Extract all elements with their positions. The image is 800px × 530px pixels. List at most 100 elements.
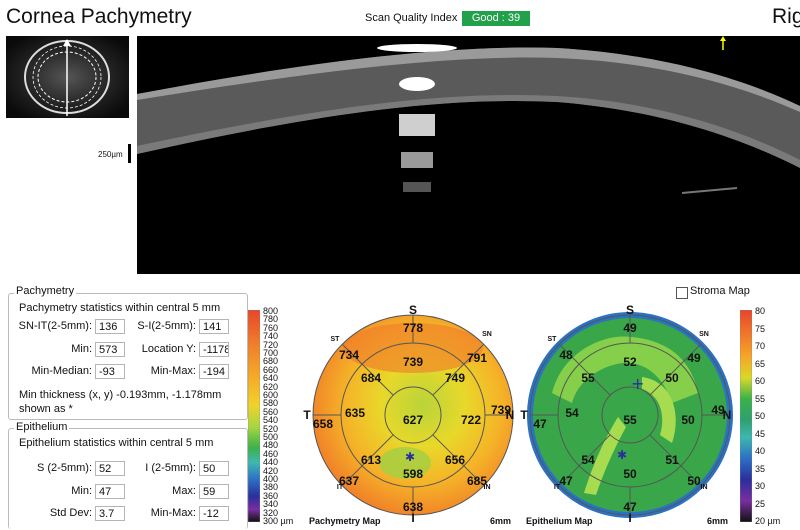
- epi_map-value-inner-in: 51: [665, 453, 679, 467]
- epithelium-scale-tick: 80: [755, 306, 766, 316]
- pachymetry-scale-tick: 620: [263, 381, 279, 392]
- pachy-sn-it-field[interactable]: 136: [95, 319, 125, 334]
- pachy-min-thickness-note: Min thickness (x, y) -0.193mm, -1.178mm: [19, 389, 222, 401]
- pachy-min-field[interactable]: 573: [95, 342, 125, 357]
- scan-quality-badge: Good : 39: [462, 11, 530, 26]
- pachy-location-y-field[interactable]: -1178: [199, 342, 229, 357]
- pachymetry-color-scale: [248, 310, 260, 522]
- min-epithelium-marker: ✱: [617, 448, 627, 462]
- pachymetry-scale-tick: 480: [263, 440, 279, 451]
- pachymetry-scale-tick: 420: [263, 465, 279, 476]
- max-thickness-marker: +: [631, 374, 644, 393]
- epi-s-field[interactable]: 52: [95, 461, 125, 476]
- pachy_map-value-inner-t: 635: [344, 406, 366, 420]
- epithelium-scale-tick: 70: [755, 341, 766, 351]
- pachy_map-title: Pachymetry Map: [309, 516, 381, 526]
- epi-min-max-field[interactable]: -12: [199, 506, 229, 521]
- pachy-s-i-field[interactable]: 141: [199, 319, 229, 334]
- pachy-min-max-label: Min-Max:: [150, 365, 196, 377]
- epithelium-scale-tick: 65: [755, 358, 766, 369]
- pachymetry-scale-tick: 560: [263, 406, 279, 417]
- pachy_map-value-outer-in: 685: [466, 474, 488, 488]
- pachymetry-scale-tick: 440: [263, 457, 279, 468]
- pachymetry-scale-tick: 680: [263, 356, 279, 367]
- epithelium-scale-tick: 20 µm: [755, 516, 781, 526]
- pachymetry-scale-tick: 340: [263, 499, 279, 510]
- pachymetry-scale-tick: 700: [263, 348, 279, 358]
- epi_map-value-inner-n: 50: [681, 413, 695, 427]
- epithelium-scale-tick: 60: [755, 376, 766, 386]
- epi-s-label: S (2-5mm):: [37, 462, 92, 474]
- epithelium-map[interactable]: + ✱: [522, 303, 737, 530]
- pachymetry-scale-tick: 740: [263, 331, 279, 342]
- pachy_map-value-outer-st: 734: [338, 348, 360, 362]
- pachy-min-max-field[interactable]: -194: [199, 364, 229, 379]
- epi-min-max-label: Min-Max:: [150, 507, 196, 519]
- epi-min-field[interactable]: 47: [95, 484, 125, 499]
- oct-bscan-image[interactable]: [137, 36, 800, 274]
- pachy_map-value-outer-s: 778: [402, 321, 424, 335]
- epi-i-label: I (2-5mm):: [145, 462, 196, 474]
- epithelium-scale-tick: 30: [755, 481, 766, 491]
- epi_map-orientation-i: I: [628, 511, 632, 525]
- eye-thumbnail[interactable]: [6, 36, 129, 118]
- epi-max-field[interactable]: 59: [199, 484, 229, 499]
- pachymetry-scale-tick: 760: [263, 322, 279, 333]
- pachy_map-value-inner-n: 722: [460, 413, 482, 427]
- epi_map-value-outer-t: 47: [533, 417, 547, 431]
- pachymetry-scale-tick: 660: [263, 364, 279, 375]
- epi-std-dev-label: Std Dev:: [49, 507, 92, 519]
- pachymetry-scale-tick: 580: [263, 398, 279, 409]
- pachy_map-value-outer-t: 658: [312, 417, 334, 431]
- pachymetry-map[interactable]: ✱: [305, 303, 520, 530]
- epi_map-orientation-in: IN: [700, 484, 708, 491]
- epi_map-size: 6mm: [707, 516, 729, 526]
- pachy_map-size: 6mm: [490, 516, 512, 526]
- pachymetry-scale-tick: 800: [263, 306, 279, 316]
- pachy_map-orientation-s: S: [408, 303, 417, 317]
- pachy_map-orientation-t: T: [303, 408, 311, 422]
- epi_map-value-outer-in: 50: [687, 474, 701, 488]
- pachymetry-panel: [8, 293, 248, 420]
- epi_map-value-inner-t: 54: [565, 406, 579, 420]
- pachy-min-median-field[interactable]: -93: [95, 364, 125, 379]
- epithelium-section-title: Epithelium: [14, 421, 70, 433]
- epi-std-dev-field[interactable]: 3.7: [95, 506, 125, 521]
- pachy_map-value-inner-it: 613: [360, 453, 382, 467]
- right-eye-title: Rig: [772, 5, 800, 28]
- pachymetry-scale-tick: 500: [263, 432, 279, 442]
- pachy_map-value-inner-in: 656: [444, 453, 466, 467]
- epithelium-scale-tick: 35: [755, 463, 766, 474]
- epi_map-value-outer-i: 47: [623, 500, 637, 514]
- pachy_map-value-outer-sn: 791: [466, 351, 488, 365]
- epi_map-orientation-t: T: [520, 408, 528, 422]
- pachy-s-i-label: S-I(2-5mm):: [137, 320, 196, 332]
- oct-scale-bar: [128, 144, 131, 163]
- pachymetry-scale-tick: 300 µm: [263, 516, 294, 526]
- epi_map-value-inner-sn: 50: [665, 371, 679, 385]
- epithelium-scale-tick: 50: [755, 411, 766, 421]
- epithelium-panel: [8, 428, 248, 529]
- pachy_map-value-inner-st: 684: [360, 371, 382, 385]
- stroma-map-checkbox[interactable]: [676, 287, 688, 299]
- epi_map-value-inner-it: 54: [581, 453, 595, 467]
- epi-i-field[interactable]: 50: [199, 461, 229, 476]
- stroma-map-label: Stroma Map: [690, 285, 750, 297]
- min-thickness-marker: ✱: [405, 450, 415, 464]
- pachy_map-value-outer-i: 638: [402, 500, 424, 514]
- pachymetry-scale-tick: 640: [263, 373, 279, 384]
- pachymetry-scale-tick: 780: [263, 314, 279, 325]
- pachymetry-scale-tick: 460: [263, 448, 279, 459]
- epi_map-orientation-n: N: [722, 408, 732, 422]
- pachy_map-orientation-in: IN: [483, 484, 491, 491]
- pachymetry-scale-tick: 380: [263, 482, 279, 493]
- oct-scale-label: 250µm: [98, 150, 123, 159]
- pachy-min-thickness-note-2: shown as *: [19, 403, 73, 415]
- epi_map-title: Epithelium Map: [526, 516, 593, 526]
- pachy_map-value-outer-n: 739: [490, 403, 512, 417]
- pachymetry-section-title: Pachymetry: [14, 285, 77, 297]
- epithelium-scale-tick: 55: [755, 393, 766, 404]
- epi_map-value-center: 55: [623, 413, 637, 427]
- epi_map-value-outer-s: 49: [623, 321, 637, 335]
- pachymetry-scale-tick: 320: [263, 507, 279, 518]
